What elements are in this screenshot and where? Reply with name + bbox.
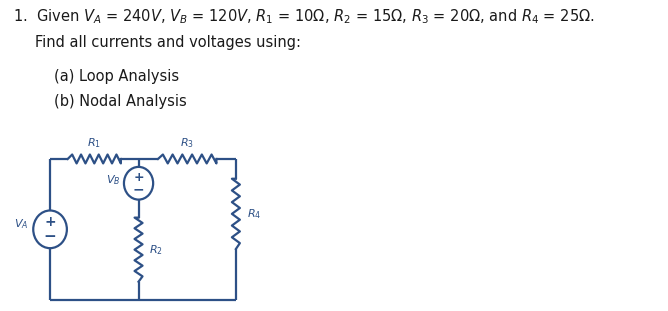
Text: $R_1$: $R_1$ — [88, 136, 102, 150]
Text: (a) Loop Analysis: (a) Loop Analysis — [55, 69, 180, 84]
Text: −: − — [133, 183, 144, 197]
Text: $R_2$: $R_2$ — [149, 243, 163, 257]
Text: Find all currents and voltages using:: Find all currents and voltages using: — [35, 35, 301, 50]
Text: $V_B$: $V_B$ — [106, 173, 120, 187]
Text: $R_3$: $R_3$ — [180, 136, 194, 150]
Text: $R_4$: $R_4$ — [246, 207, 261, 221]
Text: +: + — [44, 215, 56, 229]
Text: $V_A$: $V_A$ — [13, 217, 28, 231]
Text: 1.  Given $V_A$ = 240$V$, $V_B$ = 120$V$, $R_1$ = 10$\Omega$, $R_2$ = 15$\Omega$: 1. Given $V_A$ = 240$V$, $V_B$ = 120$V$,… — [13, 7, 595, 26]
Text: −: − — [43, 229, 56, 244]
Text: (b) Nodal Analysis: (b) Nodal Analysis — [55, 94, 187, 109]
Text: +: + — [133, 170, 144, 183]
